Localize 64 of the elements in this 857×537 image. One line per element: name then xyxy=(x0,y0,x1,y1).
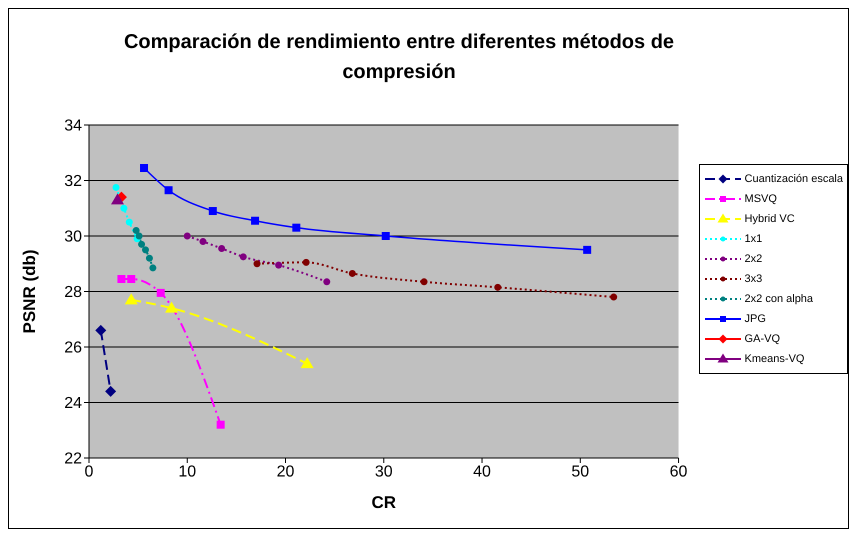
legend-label: JPG xyxy=(744,312,766,324)
point xyxy=(348,270,356,277)
legend-label: Kmeans-VQ xyxy=(744,352,804,364)
point xyxy=(112,184,120,191)
point xyxy=(251,216,260,225)
point xyxy=(208,207,217,216)
point xyxy=(164,186,173,194)
point xyxy=(218,244,226,252)
point xyxy=(136,232,143,240)
point xyxy=(105,386,116,397)
x-tick-label: 20 xyxy=(276,463,295,480)
point xyxy=(583,246,592,254)
point xyxy=(184,232,191,240)
point xyxy=(165,302,178,313)
point xyxy=(292,224,300,232)
y-tick-label: 34 xyxy=(64,118,82,135)
point xyxy=(117,275,126,284)
point xyxy=(124,293,138,304)
legend-label: 2x2 con alpha xyxy=(744,292,814,304)
legend-label: 2x2 xyxy=(744,252,762,264)
point xyxy=(199,238,206,246)
point xyxy=(254,260,261,268)
point xyxy=(127,275,136,284)
legend-label: GA-VQ xyxy=(744,332,780,344)
point xyxy=(140,164,148,172)
x-tick-label: 40 xyxy=(473,463,492,480)
x-tick-label: 60 xyxy=(670,463,688,480)
y-tick-label: 24 xyxy=(64,395,82,412)
point xyxy=(610,294,618,301)
point xyxy=(156,288,165,297)
legend-label: 3x3 xyxy=(744,272,762,284)
point xyxy=(146,254,153,262)
point xyxy=(494,284,502,291)
x-axis-title: CR xyxy=(371,493,396,512)
y-tick-label: 30 xyxy=(64,228,82,246)
x-tick-label: 30 xyxy=(374,463,393,480)
point xyxy=(275,262,282,269)
point xyxy=(132,226,140,234)
x-tick-label: 50 xyxy=(571,463,590,480)
point xyxy=(95,324,106,336)
y-tick-label: 28 xyxy=(64,284,82,302)
legend-label: MSVQ xyxy=(744,192,777,204)
point xyxy=(126,218,133,226)
x-tick-label: 10 xyxy=(178,463,196,480)
point xyxy=(323,278,330,286)
y-tick-label: 32 xyxy=(64,173,82,190)
point xyxy=(216,420,225,429)
y-axis-title: PSNR (db) xyxy=(20,249,40,334)
legend-label: Hybrid VC xyxy=(744,212,795,224)
point xyxy=(300,357,314,368)
point xyxy=(240,253,247,260)
point xyxy=(149,264,156,272)
legend-label: Cuantización escala xyxy=(744,172,843,184)
legend-label: 1x1 xyxy=(744,232,762,244)
point xyxy=(120,204,128,212)
point xyxy=(382,232,390,240)
y-tick-label: 22 xyxy=(64,450,82,468)
point xyxy=(302,258,310,266)
point xyxy=(420,278,428,286)
point xyxy=(110,193,124,204)
point xyxy=(138,240,146,248)
y-tick-label: 26 xyxy=(64,340,82,357)
x-tick-label: 0 xyxy=(84,463,94,480)
chart-title: Comparación de rendimiento entre diferentes métodos de compresión xyxy=(122,30,676,85)
